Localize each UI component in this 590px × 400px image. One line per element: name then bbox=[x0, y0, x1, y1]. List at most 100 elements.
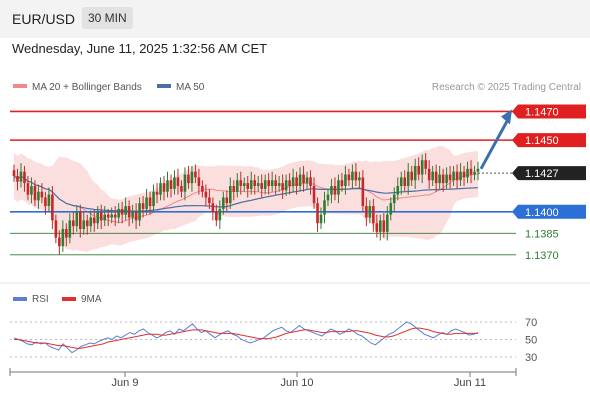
candle-body bbox=[403, 177, 407, 186]
candle-body bbox=[47, 194, 51, 207]
rsi-ma-line bbox=[14, 327, 478, 349]
candle-body bbox=[30, 186, 33, 195]
candle-body bbox=[326, 194, 330, 201]
candle-body bbox=[222, 197, 225, 209]
candle-body bbox=[235, 180, 239, 192]
candle-body bbox=[239, 180, 243, 186]
rsi-tick-label: 70 bbox=[525, 317, 537, 329]
candle-body bbox=[434, 171, 438, 184]
candle-body bbox=[155, 191, 159, 195]
candle-body bbox=[242, 183, 246, 186]
bb-legend-label: MA 20 + Bollinger Bands bbox=[32, 82, 142, 93]
candle-body bbox=[218, 208, 222, 221]
rsi-ma-legend-swatch bbox=[62, 297, 76, 301]
candle-body bbox=[358, 177, 361, 181]
target-arrow-head bbox=[501, 109, 512, 125]
candle-body bbox=[44, 197, 47, 207]
candle-body bbox=[466, 168, 469, 178]
level-label: 1.1450 bbox=[525, 135, 559, 147]
candle-body bbox=[413, 165, 417, 181]
candle-body bbox=[274, 180, 277, 186]
time-axis: Jun 9 Jun 10 Jun 11 bbox=[9, 368, 517, 389]
candle-body bbox=[302, 174, 305, 184]
candle-body bbox=[16, 175, 19, 182]
instrument-symbol: EUR/USD bbox=[12, 11, 76, 27]
bollinger-band-area bbox=[14, 145, 478, 252]
level-labels: 1.1470 1.1450 1.1427 1.1400 1.1385 1.1370 bbox=[512, 104, 586, 262]
candle-body bbox=[344, 174, 347, 186]
candle-body bbox=[127, 206, 131, 218]
candle-body bbox=[246, 183, 250, 189]
candle-body bbox=[316, 203, 319, 224]
candle-body bbox=[452, 171, 455, 181]
candle-body bbox=[312, 186, 316, 204]
ma50-legend-swatch bbox=[157, 84, 171, 88]
rsi-tick-label: 50 bbox=[525, 335, 537, 347]
candle-body bbox=[113, 214, 117, 218]
candle-body bbox=[180, 186, 183, 192]
candle-body bbox=[410, 171, 414, 181]
candle-body bbox=[267, 180, 270, 186]
rsi-legend-label: RSI bbox=[32, 294, 49, 305]
level-tag bbox=[512, 104, 586, 119]
rsi-line bbox=[13, 321, 479, 354]
candle-body bbox=[372, 206, 375, 224]
candle-body bbox=[208, 197, 211, 204]
candle-body bbox=[424, 160, 427, 169]
candle-body bbox=[295, 177, 298, 186]
candle-body bbox=[229, 186, 232, 204]
candle-body bbox=[134, 211, 138, 221]
candle-body bbox=[323, 200, 326, 215]
candle-body bbox=[225, 197, 229, 204]
candle-body bbox=[194, 171, 197, 178]
candle-body bbox=[382, 220, 386, 232]
candle-body bbox=[417, 165, 420, 175]
target-arrow bbox=[479, 109, 512, 170]
candle-body bbox=[277, 183, 281, 186]
candle-body bbox=[169, 180, 173, 189]
candle-body bbox=[37, 191, 40, 201]
candle-body bbox=[375, 223, 379, 232]
x-tick-label: Jun 10 bbox=[280, 377, 313, 389]
rsi-lines bbox=[13, 321, 479, 354]
candle-body bbox=[173, 177, 176, 189]
candle-body bbox=[159, 183, 162, 195]
candle-body bbox=[253, 180, 257, 186]
timeframe-button[interactable]: 30 MIN bbox=[82, 7, 133, 29]
candle-body bbox=[117, 208, 120, 218]
candle-body bbox=[459, 171, 462, 181]
candle-body bbox=[298, 174, 302, 186]
credit-text: Research © 2025 Trading Central bbox=[432, 82, 581, 93]
bollinger-band bbox=[13, 145, 479, 252]
candle-body bbox=[197, 177, 201, 186]
candle-body bbox=[270, 180, 274, 186]
candle-body bbox=[473, 171, 476, 175]
candle-body bbox=[232, 186, 236, 192]
candle-body bbox=[249, 180, 253, 189]
candle-body bbox=[379, 220, 382, 232]
level-label: 1.1385 bbox=[525, 228, 559, 240]
candle-body bbox=[19, 171, 23, 182]
candle-body bbox=[256, 183, 260, 186]
candle-body bbox=[351, 171, 354, 181]
level-label: 1.1370 bbox=[525, 250, 559, 262]
candle-body bbox=[365, 206, 368, 218]
candle-body bbox=[333, 186, 337, 195]
candle-body bbox=[368, 206, 372, 218]
candle-body bbox=[141, 203, 145, 209]
candle-body bbox=[166, 180, 169, 192]
candle-body bbox=[385, 214, 389, 232]
candle-body bbox=[211, 203, 215, 212]
candle-body bbox=[78, 211, 82, 229]
candle-body bbox=[12, 170, 16, 176]
candle-body bbox=[145, 197, 148, 209]
ma50-line bbox=[13, 175, 479, 212]
candle-body bbox=[469, 168, 473, 175]
candle-body bbox=[392, 194, 396, 204]
ma50-legend-label: MA 50 bbox=[176, 82, 205, 93]
candle-body bbox=[476, 168, 480, 172]
candle-body bbox=[138, 203, 141, 221]
rsi-legend-swatch bbox=[13, 297, 27, 301]
target-arrow-shaft bbox=[479, 118, 510, 170]
